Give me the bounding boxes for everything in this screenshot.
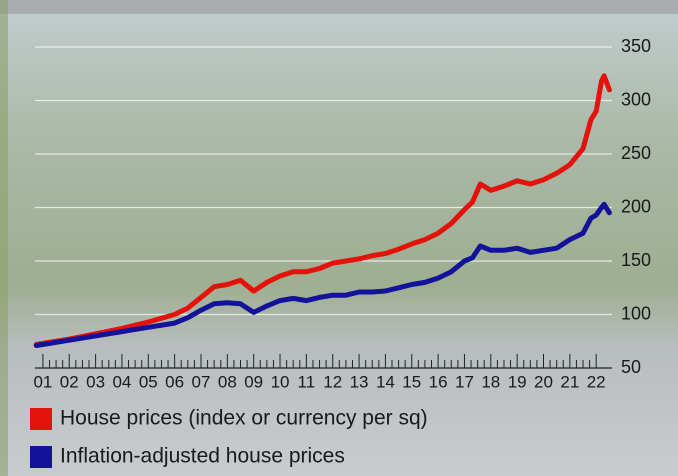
top-band [0,0,678,14]
x-tick-label: 10 [271,372,290,391]
x-tick-label: 03 [86,372,105,391]
x-tick-label: 22 [587,372,606,391]
x-tick-label: 02 [60,372,79,391]
y-tick-label: 350 [621,36,651,56]
x-tick-label: 17 [455,372,474,391]
x-tick-label: 01 [33,372,52,391]
y-tick-label: 50 [621,357,641,377]
x-tick-label: 09 [244,372,263,391]
x-tick-label: 20 [534,372,553,391]
left-edge [0,0,8,476]
y-tick-label: 150 [621,250,651,270]
x-tick-label: 06 [165,372,184,391]
x-tick-label: 19 [508,372,527,391]
x-tick-label: 18 [481,372,500,391]
x-tick-label: 13 [350,372,369,391]
x-tick-label: 15 [402,372,421,391]
x-tick-label: 08 [218,372,237,391]
x-tick-label: 14 [376,372,395,391]
legend-swatch [30,446,52,468]
legend-label: House prices (index or currency per sq) [60,407,428,430]
legend-label: Inflation-adjusted house prices [60,445,345,468]
y-tick-label: 100 [621,303,651,323]
x-tick-label: 21 [560,372,579,391]
y-tick-label: 250 [621,143,651,163]
series-line [33,73,612,347]
x-tick-label: 11 [298,372,316,391]
y-tick-label: 300 [621,89,651,109]
x-tick-label: 04 [112,372,131,391]
x-tick-label: 07 [192,372,211,391]
x-tick-label: 16 [429,372,448,391]
series-line [33,201,612,348]
legend-swatch [30,408,52,430]
y-tick-label: 200 [621,196,651,216]
x-tick-label: 12 [323,372,342,391]
x-tick-label: 05 [139,372,158,391]
